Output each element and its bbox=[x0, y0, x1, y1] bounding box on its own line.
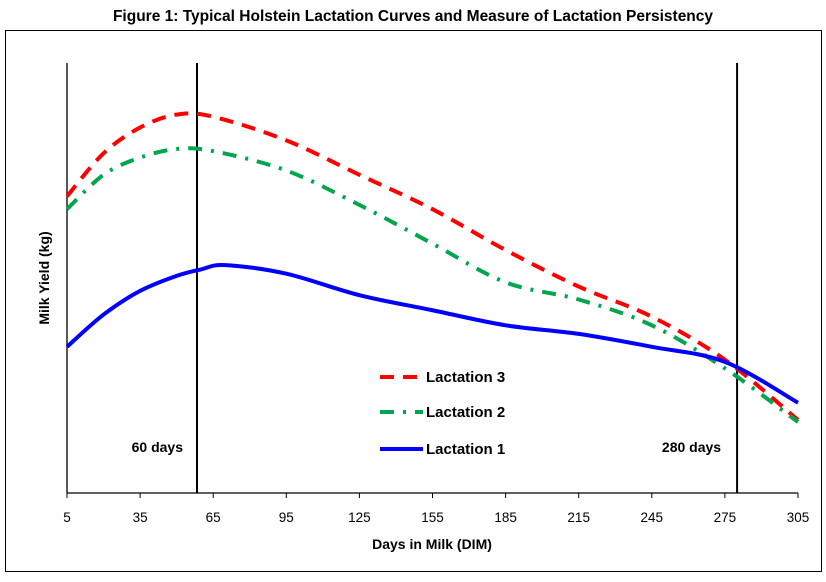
series-lines bbox=[65, 111, 800, 424]
reference-line-label: 60 days bbox=[132, 439, 184, 455]
axes: 5 35 65 95 125 155 185 215 245 275 305 bbox=[63, 63, 809, 525]
series-line-lactation-2 bbox=[65, 146, 800, 424]
x-tick-label: 35 bbox=[133, 510, 148, 525]
y-axis-label: Milk Yield (kg) bbox=[36, 231, 52, 324]
x-tick-label: 125 bbox=[348, 510, 371, 525]
x-tick-label: 185 bbox=[494, 510, 517, 525]
x-tick-label: 305 bbox=[787, 510, 810, 525]
reference-line-label: 280 days bbox=[662, 439, 721, 455]
legend-label: Lactation 1 bbox=[426, 441, 505, 458]
x-tick-label: 275 bbox=[714, 510, 737, 525]
series-line-lactation-1 bbox=[65, 263, 799, 405]
reference-lines: 60 days 280 days bbox=[132, 63, 739, 493]
chart-frame bbox=[5, 30, 822, 572]
legend-label: Lactation 3 bbox=[426, 369, 505, 386]
x-tick-label: 215 bbox=[567, 510, 590, 525]
x-tick-label: 95 bbox=[279, 510, 294, 525]
chart-title: Figure 1: Typical Holstein Lactation Cur… bbox=[113, 8, 713, 25]
x-tick-label: 155 bbox=[421, 510, 444, 525]
legend-label: Lactation 2 bbox=[426, 404, 505, 421]
x-tick-label: 65 bbox=[206, 510, 221, 525]
x-tick-label: 5 bbox=[63, 510, 71, 525]
x-tick-label: 245 bbox=[641, 510, 664, 525]
legend: Lactation 3 Lactation 2 Lactation 1 bbox=[380, 369, 505, 458]
x-axis-label: Days in Milk (DIM) bbox=[372, 536, 492, 552]
series-line-lactation-3 bbox=[65, 111, 800, 422]
